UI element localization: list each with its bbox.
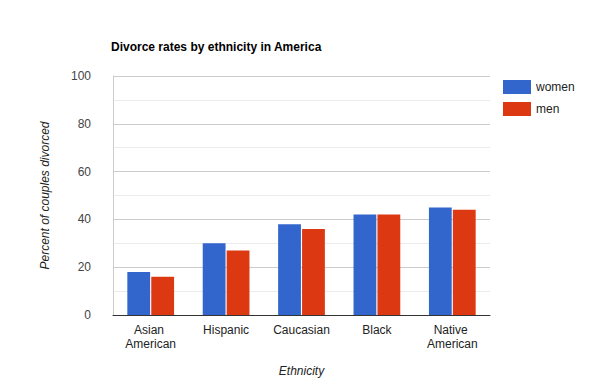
- svg-text:Asian: Asian: [134, 323, 167, 337]
- svg-text:Hispanic: Hispanic: [203, 323, 249, 337]
- svg-text:Native: Native: [434, 323, 471, 337]
- svg-text:American: American: [427, 337, 478, 351]
- svg-text:men: men: [536, 102, 559, 116]
- svg-text:Divorce rates by ethnicity in: Divorce rates by ethnicity in America: [111, 40, 322, 54]
- svg-text:Caucasian: Caucasian: [273, 323, 330, 337]
- svg-text:60: 60: [78, 165, 92, 179]
- svg-text:Ethnicity: Ethnicity: [279, 364, 325, 378]
- svg-text:0: 0: [84, 308, 91, 322]
- svg-text:women: women: [535, 80, 575, 94]
- svg-text:Percent of couples divorced: Percent of couples divorced: [38, 121, 52, 269]
- svg-text:40: 40: [78, 212, 92, 226]
- svg-text:American: American: [125, 337, 176, 351]
- svg-text:100: 100: [71, 69, 91, 83]
- svg-text:80: 80: [78, 117, 92, 131]
- svg-text:Black: Black: [362, 323, 392, 337]
- svg-text:20: 20: [78, 260, 92, 274]
